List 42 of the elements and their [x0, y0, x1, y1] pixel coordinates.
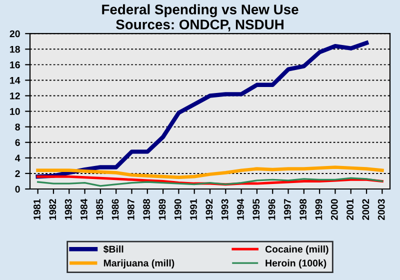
- x-tick-label: 1982: [49, 199, 56, 220]
- y-tick-label: 2: [15, 170, 20, 177]
- x-tick-label: 1992: [206, 199, 213, 220]
- x-tick-label: 1988: [143, 199, 150, 220]
- x-tick-label: 1987: [127, 199, 134, 220]
- legend-label: Cocaine (mill): [265, 245, 328, 255]
- x-tick-label: 1994: [237, 198, 244, 220]
- x-tick-label: 2001: [346, 198, 354, 220]
- x-tick-label: 1981: [34, 198, 40, 220]
- x-tick-label: 2002: [362, 199, 370, 220]
- x-tick-label: 1991: [190, 198, 197, 220]
- y-tick-label: 0: [15, 186, 20, 193]
- legend-label: Heroin (100k): [266, 259, 326, 268]
- x-tick-label: 1984: [80, 198, 88, 220]
- legend-label: $Bill: [103, 245, 124, 254]
- x-tick-label: 1996: [268, 199, 276, 220]
- x-tick-label: 1983: [64, 199, 72, 220]
- x-tick-label: 1986: [112, 199, 119, 220]
- y-tick-label: 16: [10, 61, 20, 68]
- y-tick-label: 10: [10, 108, 20, 115]
- x-tick-label: 1993: [221, 199, 228, 220]
- chart-title: Federal Spending vs New Use: [102, 4, 298, 18]
- y-tick-label: 18: [10, 46, 20, 53]
- x-tick-label: 1998: [300, 199, 307, 220]
- x-tick-label: 1999: [315, 199, 322, 220]
- x-tick-label: 1995: [252, 198, 260, 220]
- x-tick-label: 1985: [96, 198, 104, 220]
- x-tick-label: 1989: [158, 199, 166, 220]
- x-tick-label: 1997: [284, 199, 291, 220]
- y-tick-label: 20: [10, 30, 20, 38]
- line-series: [36, 166, 384, 180]
- chart-subtitle: Sources: ONDCP, NSDUH: [116, 20, 284, 32]
- line-series: [36, 40, 369, 179]
- y-tick-label: 6: [15, 139, 20, 146]
- x-tick-label: 2000: [330, 199, 338, 220]
- legend-label: Marijuana (mill): [104, 259, 174, 268]
- x-tick-label: 2003: [378, 199, 385, 220]
- x-tick-label: 1990: [174, 199, 182, 220]
- y-tick-label: 14: [10, 77, 20, 84]
- y-tick-label: 8: [15, 124, 20, 130]
- y-tick-label: 12: [10, 92, 20, 100]
- y-tick-label: 4: [15, 154, 20, 162]
